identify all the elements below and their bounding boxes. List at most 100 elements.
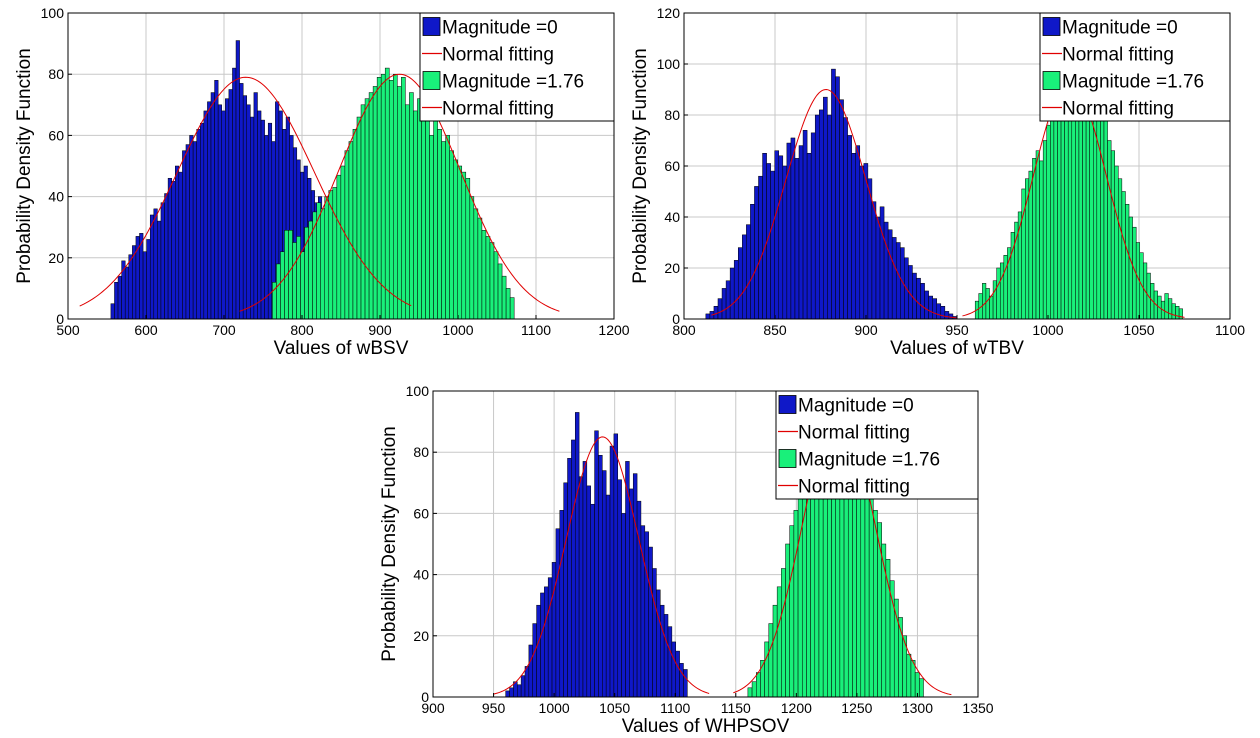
histogram-bar bbox=[893, 598, 899, 698]
x-tick-label: 900 bbox=[368, 322, 392, 338]
histogram-bar bbox=[883, 221, 889, 320]
histogram-bar bbox=[185, 144, 190, 320]
histogram-magnitude-0 bbox=[705, 68, 958, 320]
x-tick-label: 1050 bbox=[1123, 322, 1154, 338]
x-tick-label: 800 bbox=[672, 322, 696, 338]
chart-3: 900 950 1000 1050 1100 1150 1200 1250 1300 1350 0 2… bbox=[379, 383, 994, 737]
histogram-bar bbox=[574, 412, 580, 698]
y-tick-label: 80 bbox=[664, 107, 680, 123]
histogram-bar bbox=[340, 165, 346, 320]
histogram-bar bbox=[124, 266, 130, 320]
histogram-bar bbox=[756, 672, 761, 698]
x-tick-label: 950 bbox=[482, 700, 506, 716]
histogram-bar bbox=[605, 494, 611, 698]
histogram-bar bbox=[551, 562, 557, 698]
histogram-bar bbox=[944, 311, 950, 320]
chart-1: 500 600 700 800 900 1000 1100 1200 0 20 40 60 80 100 V… bbox=[14, 5, 630, 359]
legend-label: Magnitude =1.76 bbox=[442, 72, 584, 93]
histogram-bar bbox=[520, 675, 526, 698]
legend-label: Normal fitting bbox=[798, 477, 910, 498]
legend-swatch bbox=[1042, 17, 1061, 36]
y-axis-label: Probability Density Function bbox=[630, 48, 651, 284]
histogram-bar bbox=[413, 110, 418, 320]
histogram-bar bbox=[200, 122, 205, 320]
histogram-bar bbox=[1060, 86, 1065, 320]
histogram-bar bbox=[388, 80, 394, 320]
y-tick-label: 0 bbox=[56, 311, 64, 327]
histogram-bar bbox=[871, 201, 877, 320]
y-tick-label: 60 bbox=[48, 127, 64, 143]
x-tick-label: 800 bbox=[290, 322, 314, 338]
histogram-bar bbox=[675, 650, 680, 698]
x-axis-label: Values of WHPSOV bbox=[622, 716, 790, 737]
histogram-bar bbox=[417, 98, 422, 320]
histogram-bar bbox=[814, 114, 820, 320]
histogram-bar bbox=[559, 510, 564, 698]
histogram-bar bbox=[469, 196, 475, 320]
histogram-bar bbox=[924, 290, 929, 320]
y-tick-label: 40 bbox=[48, 189, 64, 205]
histogram-bar bbox=[324, 196, 330, 320]
histogram-bar bbox=[532, 623, 537, 698]
histogram-bar bbox=[110, 303, 115, 320]
histogram-bar bbox=[590, 503, 595, 698]
histogram-bar bbox=[806, 153, 812, 320]
histogram-bar bbox=[246, 104, 251, 320]
histogram-bar bbox=[725, 280, 731, 320]
legend-label: Normal fitting bbox=[798, 423, 910, 444]
histogram-bar bbox=[1110, 150, 1115, 320]
histogram-bar bbox=[146, 239, 151, 320]
histogram-bar bbox=[1175, 306, 1180, 320]
histogram-bar bbox=[393, 73, 398, 320]
legend-label: Normal fitting bbox=[1062, 45, 1174, 66]
histogram-bar bbox=[1121, 191, 1126, 320]
x-tick-label: 1100 bbox=[1215, 322, 1245, 338]
histogram-bar bbox=[501, 275, 507, 320]
histogram-bar bbox=[768, 623, 774, 698]
histogram-bar bbox=[421, 104, 426, 320]
y-tick-label: 40 bbox=[413, 567, 429, 583]
histogram-bar bbox=[128, 254, 133, 320]
histogram-bar bbox=[1082, 89, 1087, 320]
histogram-bar bbox=[445, 135, 450, 320]
histogram-bar bbox=[875, 216, 881, 320]
x-tick-label: 1300 bbox=[902, 700, 933, 716]
histogram-bar bbox=[332, 187, 338, 320]
histogram-bar bbox=[441, 141, 446, 320]
histogram-bar bbox=[167, 177, 172, 320]
legend-label: Magnitude =0 bbox=[798, 396, 914, 417]
histogram-bar bbox=[164, 193, 169, 320]
histogram-bar bbox=[798, 145, 804, 320]
x-tick-label: 850 bbox=[763, 322, 787, 338]
y-tick-label: 100 bbox=[406, 383, 430, 399]
histogram-bar bbox=[214, 80, 219, 320]
histogram-bar bbox=[1032, 158, 1037, 320]
histogram-bar bbox=[509, 687, 514, 698]
histogram-bar bbox=[336, 174, 342, 320]
histogram-bar bbox=[737, 247, 743, 320]
normal-fitting-curve bbox=[493, 436, 710, 695]
histogram-bar bbox=[656, 589, 661, 698]
histogram-bar bbox=[225, 98, 230, 320]
histogram-bar bbox=[352, 129, 358, 320]
histogram-bar bbox=[636, 500, 642, 698]
histogram-bar bbox=[582, 461, 588, 698]
histogram-bar bbox=[859, 165, 865, 320]
histogram-bar bbox=[401, 77, 406, 320]
histogram-bar bbox=[747, 687, 753, 698]
histogram-bar bbox=[877, 522, 882, 698]
histogram-bar bbox=[751, 681, 757, 698]
histogram-bar bbox=[847, 135, 852, 320]
histogram-bar bbox=[663, 614, 669, 698]
histogram-bar bbox=[142, 251, 147, 320]
histogram-bar bbox=[540, 592, 545, 698]
y-tick-label: 0 bbox=[672, 311, 680, 327]
histogram-bar bbox=[586, 485, 591, 698]
y-tick-label: 40 bbox=[664, 209, 680, 225]
histogram-bar bbox=[895, 242, 901, 320]
histogram-bar bbox=[632, 473, 638, 698]
histogram-bar bbox=[1103, 119, 1108, 320]
histogram-bar bbox=[203, 110, 208, 320]
histogram-bar bbox=[912, 272, 917, 320]
histogram-bar bbox=[868, 497, 874, 698]
